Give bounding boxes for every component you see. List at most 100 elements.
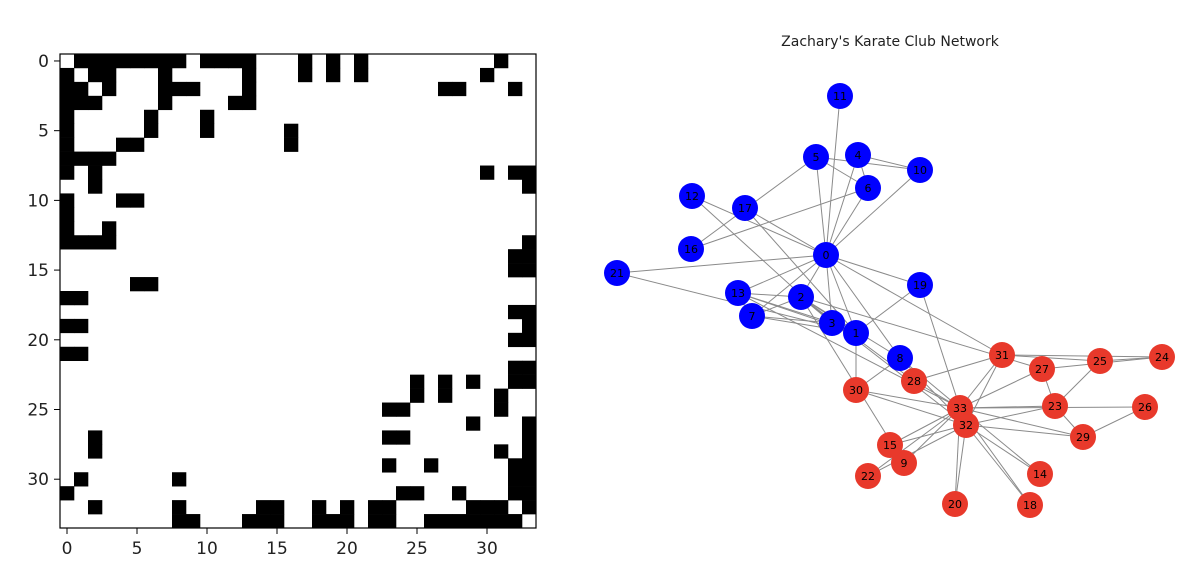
node-label: 24 [1155, 351, 1169, 364]
matrix-cell [438, 81, 453, 97]
matrix-cell [74, 346, 89, 362]
matrix-cell [270, 500, 285, 515]
matrix-cell [172, 500, 187, 515]
matrix-cell [522, 165, 537, 180]
matrix-cell [102, 67, 117, 83]
network-edge [965, 424, 1031, 506]
matrix-cell [508, 472, 523, 487]
node-label: 29 [1076, 431, 1090, 444]
network-node [732, 195, 758, 221]
matrix-cell [172, 54, 187, 69]
network-edge [919, 284, 961, 409]
node-label: 20 [948, 498, 962, 511]
matrix-cell [508, 304, 523, 320]
node-label: 6 [865, 182, 872, 195]
matrix-cell [522, 249, 537, 264]
node-label: 2 [798, 291, 805, 304]
matrix-cell [74, 235, 89, 250]
matrix-cell [88, 165, 103, 180]
matrix-cell [130, 193, 145, 208]
x-tick-label: 20 [336, 539, 358, 559]
network-edge [867, 407, 961, 477]
matrix-cell [494, 514, 509, 529]
matrix-cell [340, 500, 355, 515]
y-tick-label: 10 [27, 191, 49, 211]
matrix-cell [494, 444, 509, 459]
matrix-cell [312, 514, 327, 529]
matrix-cell [74, 151, 89, 166]
matrix-cell [88, 95, 103, 111]
node-label: 33 [953, 402, 967, 415]
matrix-cell [326, 514, 341, 529]
matrix-cell [116, 54, 131, 69]
node-label: 9 [901, 457, 908, 470]
network-node [843, 377, 869, 403]
matrix-cell [102, 221, 117, 236]
network-node [1087, 348, 1113, 374]
matrix-cell [508, 263, 523, 278]
matrix-cell [522, 430, 537, 445]
matrix-frame [59, 53, 537, 529]
matrix-cell [522, 318, 537, 334]
matrix-cell [102, 81, 117, 97]
matrix-cell [480, 67, 495, 83]
matrix-cell [144, 109, 159, 125]
matrix-cell [424, 458, 439, 473]
network-node [989, 342, 1015, 368]
matrix-cell [494, 402, 509, 417]
network-node [604, 260, 630, 286]
network-edge [1001, 354, 1163, 358]
matrix-cell [382, 402, 397, 417]
network-edge [825, 154, 859, 256]
matrix-cell [144, 277, 159, 292]
matrix-cell [522, 360, 537, 375]
network-node [788, 284, 814, 310]
matrix-cell [396, 402, 411, 417]
matrix-cell [256, 500, 271, 515]
network-node [901, 368, 927, 394]
matrix-cell [74, 81, 89, 97]
x-tick-label: 15 [266, 539, 288, 559]
matrix-cell [88, 67, 103, 83]
network-node [827, 83, 853, 109]
matrix-cell [116, 137, 131, 152]
matrix-cell [494, 388, 509, 403]
network-edge [855, 284, 921, 334]
matrix-cell [466, 500, 481, 515]
matrix-cell [102, 54, 117, 69]
matrix-cell [312, 500, 327, 515]
network-node [942, 491, 968, 517]
matrix-cell [60, 235, 75, 250]
x-tick-label: 25 [406, 539, 428, 559]
node-label: 11 [833, 90, 847, 103]
matrix-cell [466, 416, 481, 431]
matrix-cell [326, 67, 341, 83]
network-edge [737, 292, 833, 324]
nodes-group: 0123456789101112131415161718192021222324… [604, 83, 1175, 518]
node-label: 10 [913, 164, 927, 177]
node-label: 28 [907, 375, 921, 388]
network-edge [913, 354, 1003, 382]
network-edge [737, 254, 827, 294]
matrix-cell [158, 81, 173, 97]
matrix-cell [410, 486, 425, 501]
matrix-cell [494, 54, 509, 69]
matrix-cell [452, 486, 467, 501]
network-node [1027, 461, 1053, 487]
matrix-cell [158, 95, 173, 111]
matrix-cell [74, 95, 89, 111]
network-edge [690, 187, 869, 250]
matrix-cell [508, 332, 523, 348]
matrix-cell [466, 374, 481, 389]
network-node [877, 432, 903, 458]
network-node [845, 142, 871, 168]
node-label: 18 [1023, 499, 1037, 512]
matrix-cell [214, 54, 229, 69]
network-edge [965, 405, 1056, 426]
matrix-cell [522, 179, 537, 194]
node-label: 19 [913, 279, 927, 292]
network-edge [825, 187, 869, 256]
node-label: 25 [1093, 355, 1107, 368]
node-label: 12 [685, 190, 699, 203]
node-label: 7 [749, 310, 756, 323]
